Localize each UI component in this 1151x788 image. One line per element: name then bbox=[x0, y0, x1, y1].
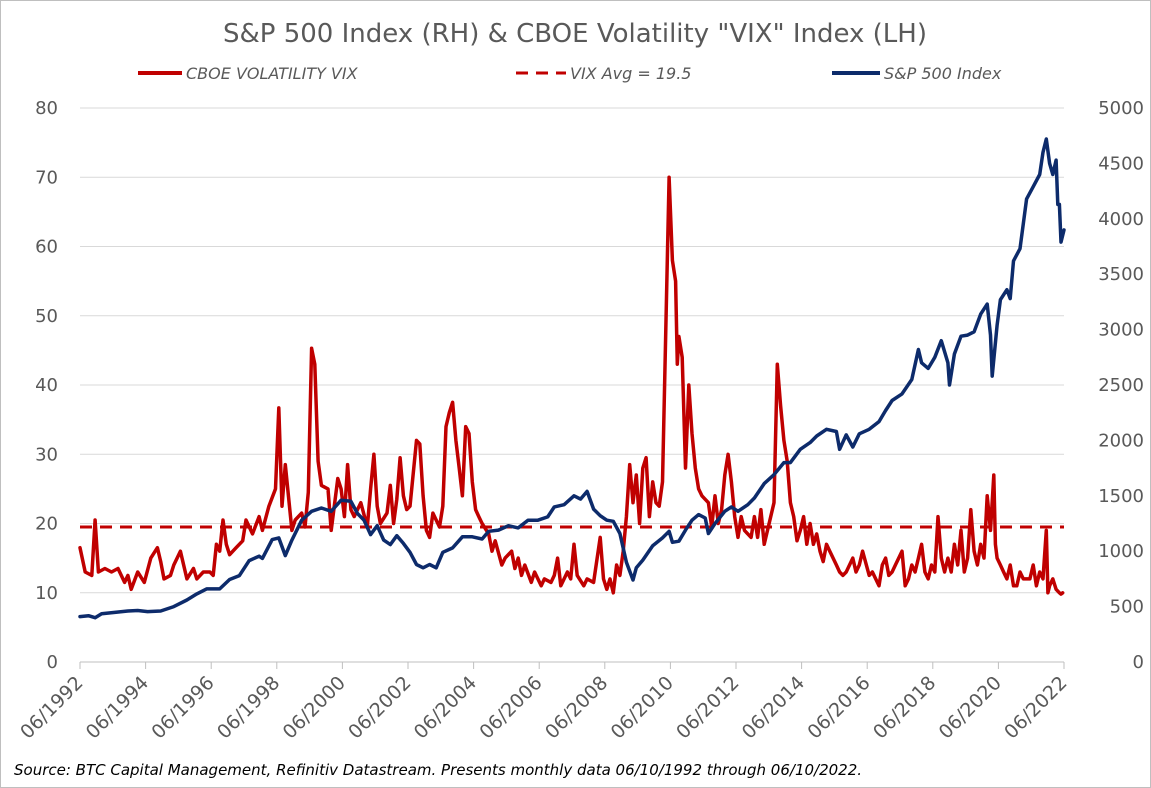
x-tick-label: 06/2000 bbox=[279, 672, 350, 743]
gridlines bbox=[80, 107, 1064, 594]
right-tick-label: 4000 bbox=[1098, 209, 1144, 230]
legend-label-vix-avg: VIX Avg = 19.5 bbox=[570, 64, 691, 83]
right-tick-label: 500 bbox=[1110, 597, 1144, 618]
legend-label-vix: CBOE VOLATILITY VIX bbox=[186, 64, 359, 83]
x-tick-label: 06/2004 bbox=[410, 672, 481, 743]
x-tick-label: 06/2016 bbox=[803, 672, 874, 743]
x-axis: 06/199206/199406/199606/199806/200006/20… bbox=[16, 661, 1072, 743]
left-tick-label: 70 bbox=[35, 167, 58, 188]
right-tick-label: 5000 bbox=[1098, 98, 1144, 119]
x-tick-label: 06/2006 bbox=[475, 672, 546, 743]
right-tick-label: 2500 bbox=[1098, 375, 1144, 396]
series-layer bbox=[78, 137, 1066, 620]
x-tick-label: 06/2020 bbox=[935, 672, 1006, 743]
legend-label-sp500: S&P 500 Index bbox=[884, 64, 1002, 83]
right-tick-label: 1000 bbox=[1098, 541, 1144, 562]
chart-title: S&P 500 Index (RH) & CBOE Volatility "VI… bbox=[223, 19, 927, 49]
x-tick-label: 06/2022 bbox=[1000, 672, 1071, 743]
x-tick-label: 06/1992 bbox=[16, 672, 87, 743]
right-tick-label: 3500 bbox=[1098, 264, 1144, 285]
source-note: Source: BTC Capital Management, Refiniti… bbox=[14, 761, 862, 779]
legend-item-vix-avg: VIX Avg = 19.5 bbox=[516, 64, 691, 83]
left-tick-label: 50 bbox=[35, 306, 58, 327]
legend-item-sp500: S&P 500 Index bbox=[832, 64, 1002, 83]
right-tick-label: 0 bbox=[1133, 652, 1144, 673]
left-tick-label: 0 bbox=[47, 652, 58, 673]
x-tick-label: 06/1994 bbox=[82, 672, 153, 743]
series-sp500-line bbox=[78, 137, 1066, 620]
series-vix-line bbox=[78, 175, 1065, 596]
left-tick-label: 10 bbox=[35, 583, 58, 604]
left-y-axis: 0 10 20 30 40 50 60 70 80 bbox=[35, 98, 58, 673]
right-y-axis: 0 500 1000 1500 2000 2500 3000 3500 4000 4500 5000 bbox=[1098, 98, 1144, 673]
x-tick-label: 06/1998 bbox=[213, 672, 284, 743]
x-tick-label: 06/2008 bbox=[541, 672, 612, 743]
left-tick-label: 60 bbox=[35, 237, 58, 258]
legend: CBOE VOLATILITY VIX VIX Avg = 19.5 S&P 5… bbox=[138, 64, 1002, 83]
right-tick-label: 2000 bbox=[1098, 430, 1144, 451]
right-tick-label: 4500 bbox=[1098, 153, 1144, 174]
x-tick-label: 06/2018 bbox=[869, 672, 940, 743]
right-tick-label: 1500 bbox=[1098, 486, 1144, 507]
left-tick-label: 40 bbox=[35, 375, 58, 396]
x-tick-label: 06/2010 bbox=[607, 672, 678, 743]
x-tick-label: 06/2012 bbox=[672, 672, 743, 743]
left-tick-label: 30 bbox=[35, 444, 58, 465]
right-tick-label: 3000 bbox=[1098, 320, 1144, 341]
left-tick-label: 80 bbox=[35, 98, 58, 119]
left-tick-label: 20 bbox=[35, 514, 58, 535]
x-tick-label: 06/2002 bbox=[344, 672, 415, 743]
x-tick-label: 06/1996 bbox=[147, 672, 218, 743]
legend-item-vix: CBOE VOLATILITY VIX bbox=[138, 64, 359, 83]
x-tick-label: 06/2014 bbox=[738, 672, 809, 743]
